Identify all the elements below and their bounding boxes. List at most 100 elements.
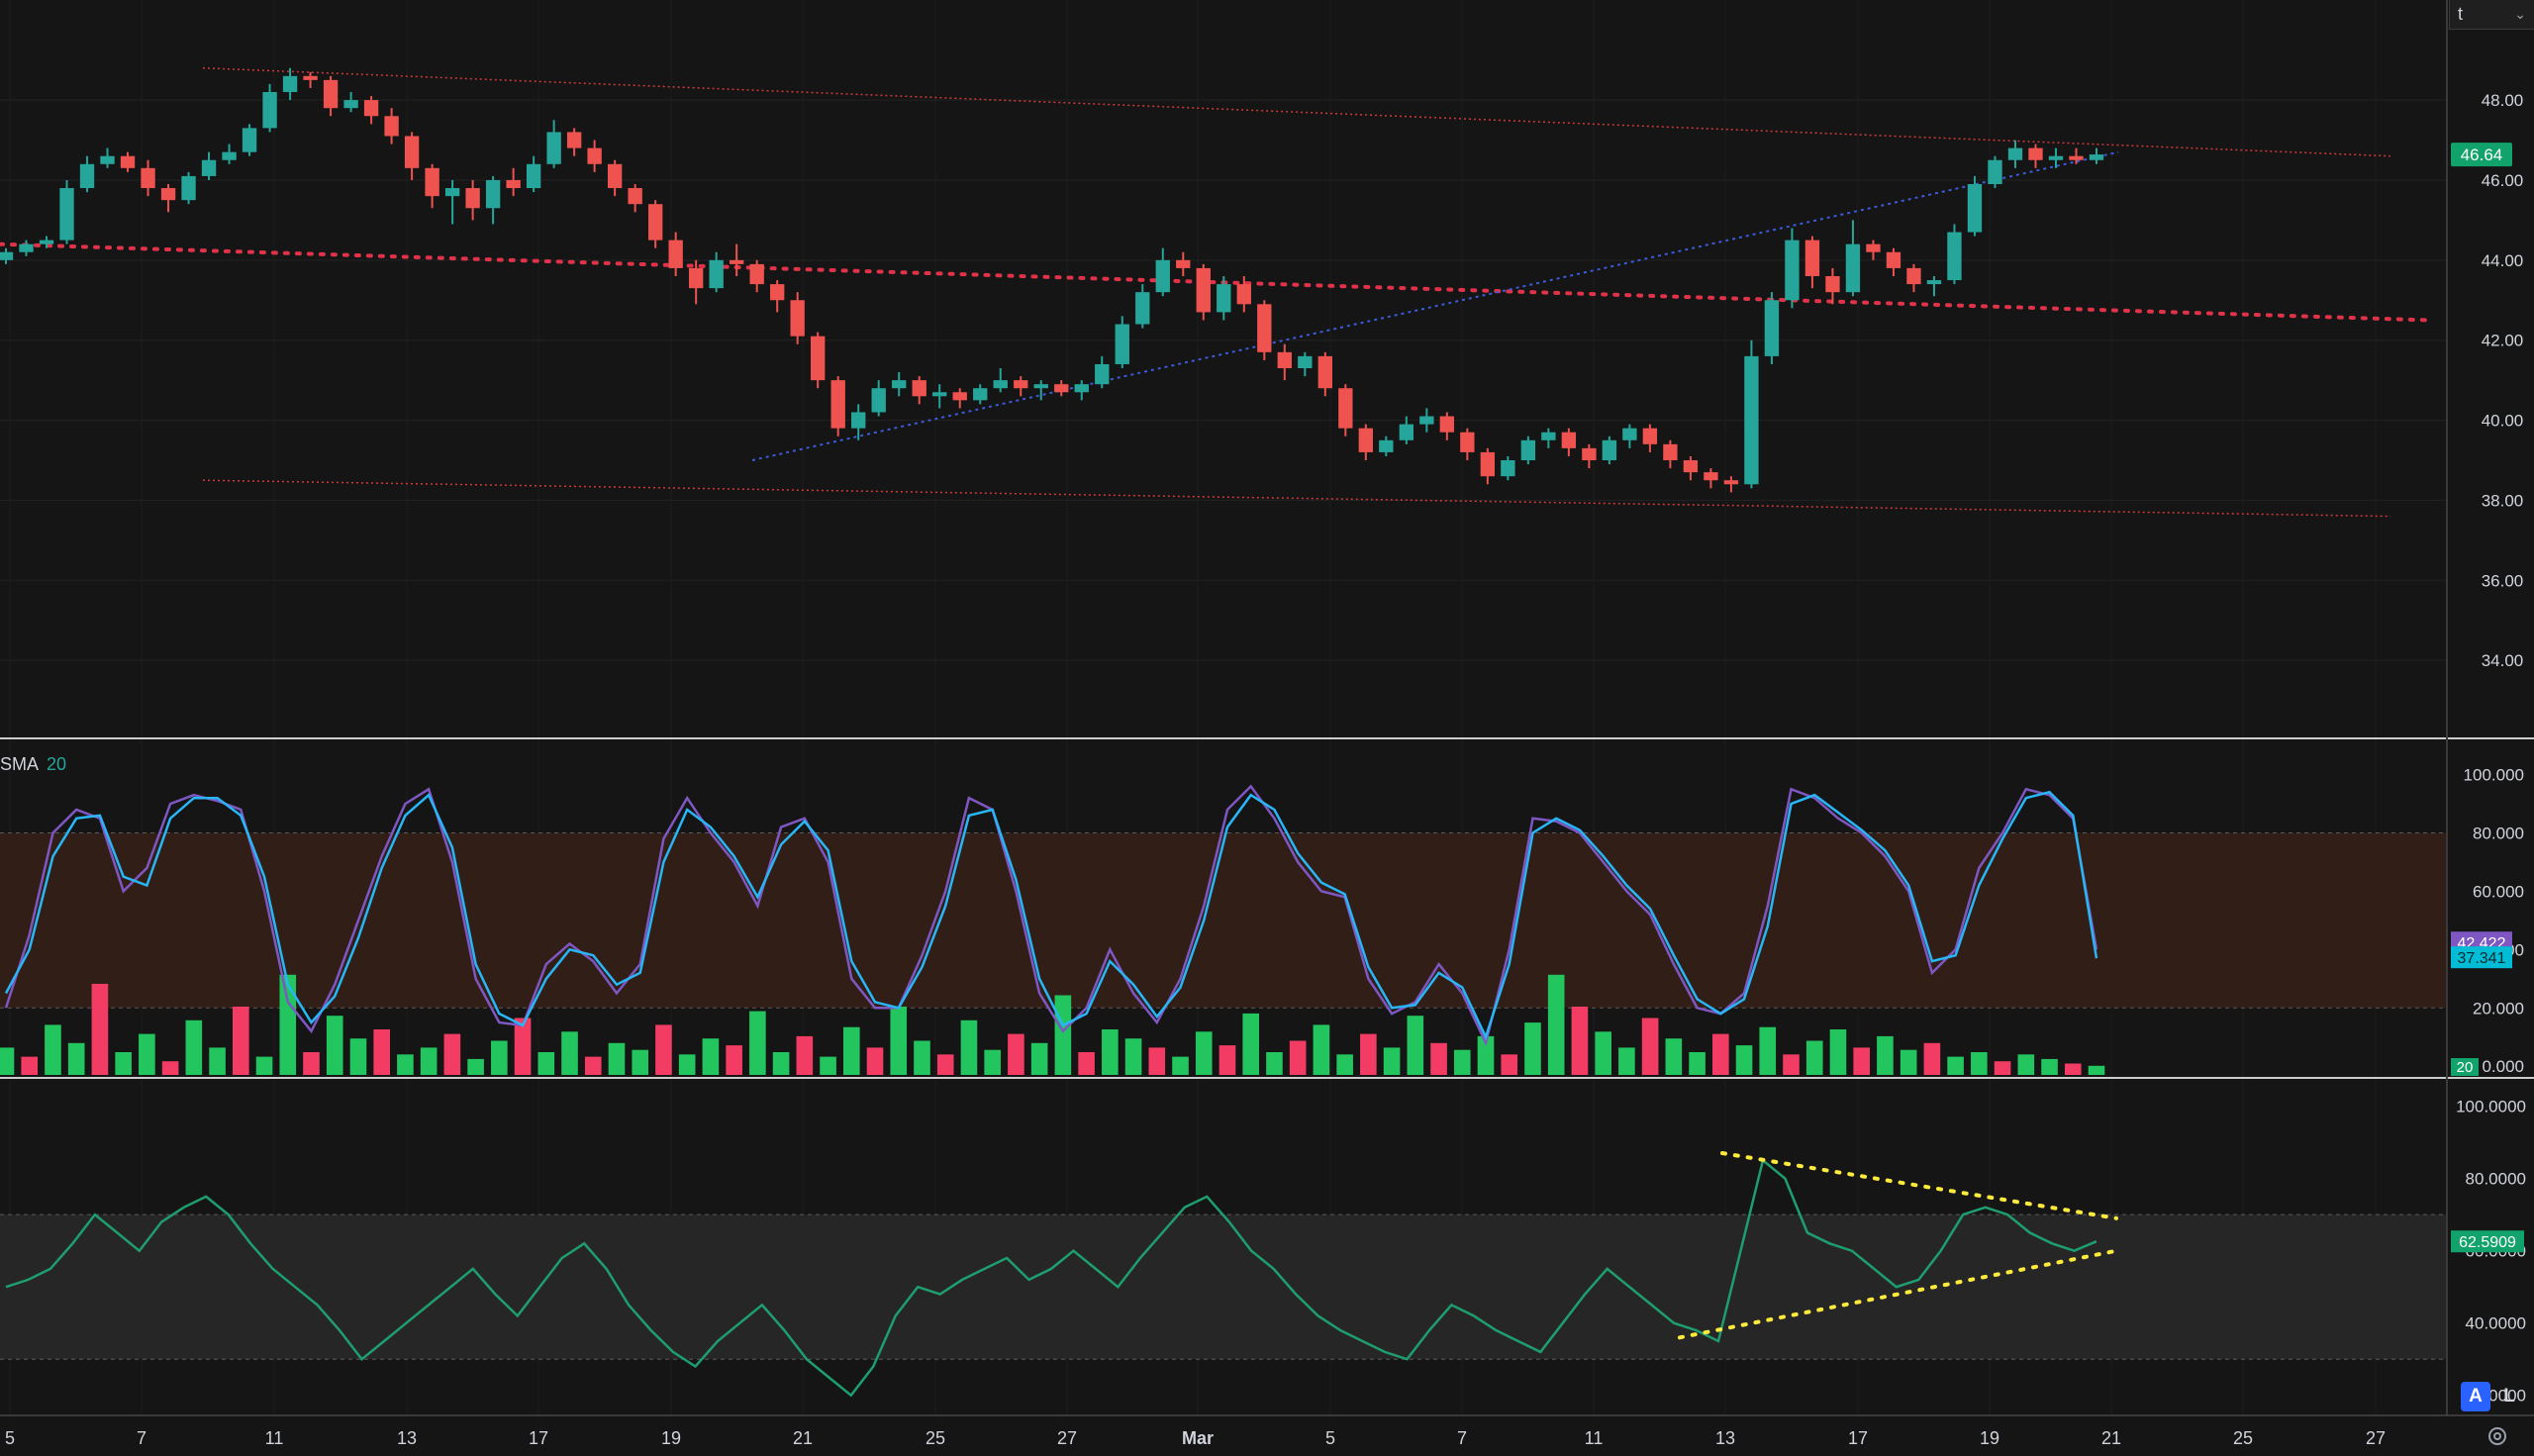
candle-body [242, 128, 257, 152]
volume-bar [608, 1042, 626, 1075]
stoch-indicator-label[interactable]: SMA 20 [0, 754, 66, 775]
candle-body [526, 163, 541, 189]
volume-bar [2064, 1063, 2082, 1075]
candle-body [444, 188, 460, 197]
volume-bar [1618, 1047, 1635, 1075]
candle-body [729, 259, 744, 264]
volume-bar [1078, 1052, 1095, 1075]
stoch-d-tag [2451, 946, 2512, 969]
volume-bar [1947, 1056, 1964, 1075]
settings-gear-icon[interactable] [2483, 1421, 2512, 1451]
volume-bar [303, 1052, 320, 1075]
price-panel-bg [0, 0, 2447, 736]
stochastic-panel[interactable]: 100.00080.00060.00040.00020.0000.00042.4… [0, 766, 2524, 1077]
candle-body [1582, 447, 1597, 460]
candle-body [952, 392, 967, 401]
auto-scale-button[interactable]: A [2461, 1382, 2490, 1411]
candle-body [1460, 432, 1475, 452]
candle-body [688, 267, 704, 289]
candle-body [1419, 416, 1434, 425]
price-tick-label: 38.00 [2482, 491, 2524, 510]
time-tick-label: 27 [1057, 1428, 1077, 1448]
rsi-tick-label: 100.0000 [2456, 1098, 2526, 1116]
candle-body [303, 75, 318, 80]
volume-bar [1030, 1042, 1048, 1075]
candle-body [1379, 439, 1394, 452]
candle-body [1744, 355, 1759, 485]
candle-body [1602, 439, 1617, 460]
volume-bar [1124, 1038, 1142, 1075]
stoch-d-value: 37.341 [2458, 950, 2506, 967]
volume-bar [936, 1054, 954, 1075]
volume-bar [960, 1019, 978, 1075]
symbol-dropdown[interactable]: t ⌄ [2449, 0, 2534, 30]
price-tick-label: 36.00 [2482, 571, 2524, 590]
candle-body [668, 240, 683, 268]
time-axis[interactable]: 5 7 11 13 17 19 21 25 27 Mar 5 7 11 13 17 19 21 25 27 [5, 1428, 2386, 1448]
stoch-tick-label: 80.000 [2473, 825, 2524, 843]
volume-bar [584, 1056, 602, 1075]
candle-body [262, 92, 277, 129]
volume-bar [1641, 1018, 1659, 1075]
time-tick-label: 5 [5, 1428, 15, 1448]
candle-body [1988, 159, 2002, 184]
last-price-label: 46.64 [2461, 146, 2503, 164]
candle-body [973, 388, 988, 401]
rsi-last-tag [2451, 1230, 2524, 1253]
price-tick-label: 44.00 [2482, 251, 2524, 270]
candle-body [100, 155, 115, 164]
rsi-panel[interactable]: 100.000080.000060.000040.000020.000062.5… [0, 1098, 2526, 1406]
candle-body [709, 259, 724, 289]
candle-body [912, 380, 926, 397]
candle-body [1541, 432, 1556, 440]
stoch-volume-bars [0, 974, 2105, 1075]
candle-body [1967, 184, 1983, 233]
volume-bar [1689, 1052, 1706, 1075]
price-axis[interactable]: 48.00 46.00 44.00 42.00 40.00 38.00 36.00 34.00… [2451, 91, 2523, 670]
candle-body [1886, 251, 1901, 268]
candle-body [1317, 355, 1332, 389]
candle-body [404, 136, 420, 168]
candle-body [485, 179, 501, 209]
log-scale-button[interactable]: L [2503, 1386, 2515, 1407]
channel-upper-line [202, 66, 2391, 157]
volume-bar [655, 1024, 672, 1075]
price-candles [0, 67, 2104, 493]
candle-body [607, 163, 623, 189]
candle-body [1439, 416, 1455, 433]
volume-bar [373, 1029, 390, 1075]
candle-body [830, 380, 845, 429]
volume-bar [1242, 1013, 1260, 1075]
candle-body [181, 175, 196, 201]
time-tick-label: 11 [265, 1428, 284, 1448]
volume-bar [1900, 1049, 1917, 1075]
stoch-d-line [4, 790, 2098, 1041]
volume-bar [139, 1033, 155, 1075]
volume-bar [1453, 1049, 1471, 1075]
candle-body [1622, 428, 1637, 440]
stoch-axis[interactable]: 100.00080.00060.00040.00020.0000.00042.4… [2451, 766, 2524, 1077]
price-panel[interactable]: 48.00 46.00 44.00 42.00 40.00 38.00 36.00 34.00… [0, 0, 2523, 1415]
volume-bar [537, 1052, 555, 1075]
time-tick-label: 21 [2101, 1428, 2121, 1448]
volume-bar [1407, 1016, 1424, 1075]
volume-bar [1524, 1022, 1541, 1075]
volume-bar [1994, 1061, 2011, 1075]
candle-body [871, 388, 886, 413]
volume-bar [45, 1024, 61, 1075]
volume-bar [1172, 1056, 1189, 1075]
candle-body [1764, 300, 1780, 356]
volume-bar [232, 1007, 249, 1075]
volume-bar [1195, 1031, 1213, 1075]
rsi-axis[interactable]: 100.000080.000060.000040.000020.000062.5… [2451, 1098, 2526, 1406]
volume-bar [1430, 1042, 1447, 1075]
candle-body [1947, 232, 1962, 281]
candle-body [1480, 451, 1496, 477]
candle-body [425, 167, 439, 197]
candle-body [851, 412, 866, 429]
candle-body [363, 100, 379, 117]
candle-body [993, 380, 1008, 389]
candle-body [465, 188, 480, 209]
time-tick-label: 5 [1325, 1428, 1335, 1448]
time-tick-label: 7 [137, 1428, 146, 1448]
